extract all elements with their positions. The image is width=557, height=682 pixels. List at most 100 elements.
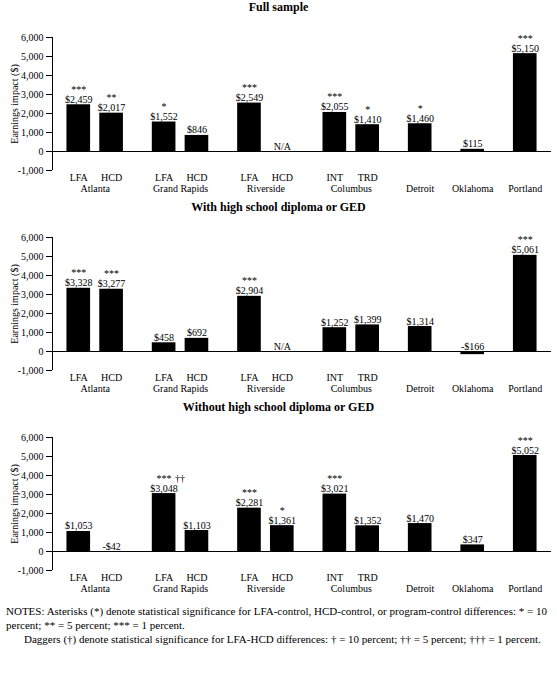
svg-text:*: * [418, 103, 423, 114]
svg-text:***: *** [327, 473, 342, 484]
svg-text:1,000: 1,000 [21, 127, 44, 138]
svg-text:HCD: HCD [272, 172, 293, 183]
svg-text:Riverside: Riverside [247, 183, 286, 194]
svg-text:N/A: N/A [274, 341, 292, 352]
svg-text:4,000: 4,000 [21, 270, 44, 281]
svg-text:INT: INT [326, 372, 343, 383]
svg-text:LFA: LFA [70, 372, 89, 383]
svg-text:Grand Rapids: Grand Rapids [153, 383, 208, 394]
svg-text:$846: $846 [187, 124, 207, 135]
svg-text:LFA: LFA [155, 572, 174, 583]
svg-text:5,000: 5,000 [21, 451, 44, 462]
svg-text:TRD: TRD [358, 172, 378, 183]
svg-text:$3,048: $3,048 [150, 483, 178, 494]
svg-text:***: *** [327, 91, 342, 102]
svg-text:$5,061: $5,061 [511, 244, 539, 255]
svg-text:$1,470: $1,470 [406, 513, 434, 524]
svg-text:Earnings impact ($): Earnings impact ($) [9, 64, 21, 143]
svg-text:1,000: 1,000 [21, 527, 44, 538]
svg-text:-$42: -$42 [102, 541, 120, 552]
svg-text:2,000: 2,000 [21, 108, 44, 119]
svg-text:HCD: HCD [272, 372, 293, 383]
svg-text:Earnings impact ($): Earnings impact ($) [9, 264, 21, 343]
svg-text:$1,053: $1,053 [65, 520, 93, 531]
svg-text:$692: $692 [187, 327, 207, 338]
svg-text:HCD: HCD [101, 172, 122, 183]
svg-text:Portland: Portland [508, 583, 542, 594]
svg-text:**: ** [107, 92, 117, 103]
svg-text:***: *** [157, 473, 172, 484]
svg-text:LFA: LFA [70, 172, 89, 183]
svg-text:Portland: Portland [508, 383, 542, 394]
svg-text:***: *** [242, 487, 257, 498]
svg-text:$347: $347 [463, 534, 483, 545]
svg-text:3,000: 3,000 [21, 489, 44, 500]
svg-text:***: *** [71, 267, 86, 278]
svg-text:$2,055: $2,055 [321, 101, 349, 112]
svg-text:0: 0 [39, 546, 44, 557]
svg-text:Atlanta: Atlanta [80, 583, 110, 594]
svg-text:-$166: -$166 [461, 341, 484, 352]
svg-text:$2,017: $2,017 [98, 102, 126, 113]
svg-text:LFA: LFA [155, 372, 174, 383]
svg-text:Riverside: Riverside [247, 383, 286, 394]
svg-text:INT: INT [326, 172, 343, 183]
svg-text:HCD: HCD [186, 172, 207, 183]
svg-text:***: *** [104, 268, 119, 279]
svg-text:$1,399: $1,399 [354, 314, 382, 325]
svg-text:TRD: TRD [358, 572, 378, 583]
svg-text:$1,352: $1,352 [354, 515, 382, 526]
svg-text:6,000: 6,000 [21, 232, 44, 243]
svg-text:1,000: 1,000 [21, 327, 44, 338]
svg-text:$1,361: $1,361 [269, 515, 297, 526]
svg-text:LFA: LFA [240, 372, 259, 383]
svg-text:LFA: LFA [240, 572, 259, 583]
svg-text:LFA: LFA [240, 172, 259, 183]
svg-text:$3,277: $3,277 [98, 278, 126, 289]
svg-text:Detroit: Detroit [406, 583, 435, 594]
svg-text:$458: $458 [154, 332, 174, 343]
svg-text:Grand Rapids: Grand Rapids [153, 583, 208, 594]
svg-text:LFA: LFA [70, 572, 89, 583]
svg-text:-1,000: -1,000 [18, 165, 44, 176]
svg-text:N/A: N/A [274, 141, 292, 152]
svg-text:Riverside: Riverside [247, 583, 286, 594]
svg-text:Oklahoma: Oklahoma [452, 383, 494, 394]
svg-text:$5,052: $5,052 [511, 445, 539, 456]
svg-text:***: *** [71, 84, 86, 95]
svg-text:-1,000: -1,000 [18, 565, 44, 576]
svg-text:HCD: HCD [101, 372, 122, 383]
svg-text:$1,410: $1,410 [354, 114, 382, 125]
svg-text:***: *** [242, 82, 257, 93]
svg-text:TRD: TRD [358, 372, 378, 383]
svg-text:††: †† [175, 473, 185, 484]
svg-text:6,000: 6,000 [21, 32, 44, 43]
svg-text:*: * [280, 505, 285, 516]
svg-text:Earnings impact ($): Earnings impact ($) [9, 464, 21, 543]
svg-text:3,000: 3,000 [21, 89, 44, 100]
svg-text:2,000: 2,000 [21, 508, 44, 519]
svg-text:$1,314: $1,314 [406, 316, 434, 327]
svg-text:$5,150: $5,150 [511, 43, 539, 54]
svg-text:3,000: 3,000 [21, 289, 44, 300]
svg-text:INT: INT [326, 572, 343, 583]
svg-text:5,000: 5,000 [21, 51, 44, 62]
svg-text:Oklahoma: Oklahoma [452, 583, 494, 594]
svg-text:$3,021: $3,021 [321, 483, 349, 494]
svg-text:$1,552: $1,552 [150, 111, 178, 122]
svg-text:-1,000: -1,000 [18, 365, 44, 376]
svg-text:***: *** [518, 234, 533, 245]
svg-text:Columbus: Columbus [331, 383, 372, 394]
svg-text:Oklahoma: Oklahoma [452, 183, 494, 194]
svg-text:4,000: 4,000 [21, 70, 44, 81]
svg-text:$2,904: $2,904 [236, 285, 264, 296]
svg-text:HCD: HCD [186, 572, 207, 583]
svg-text:Atlanta: Atlanta [80, 383, 110, 394]
svg-text:Columbus: Columbus [331, 583, 372, 594]
svg-text:$1,103: $1,103 [183, 520, 211, 531]
svg-text:Portland: Portland [508, 183, 542, 194]
svg-text:HCD: HCD [272, 572, 293, 583]
svg-text:Detroit: Detroit [406, 383, 435, 394]
svg-text:5,000: 5,000 [21, 251, 44, 262]
svg-text:Detroit: Detroit [406, 183, 435, 194]
